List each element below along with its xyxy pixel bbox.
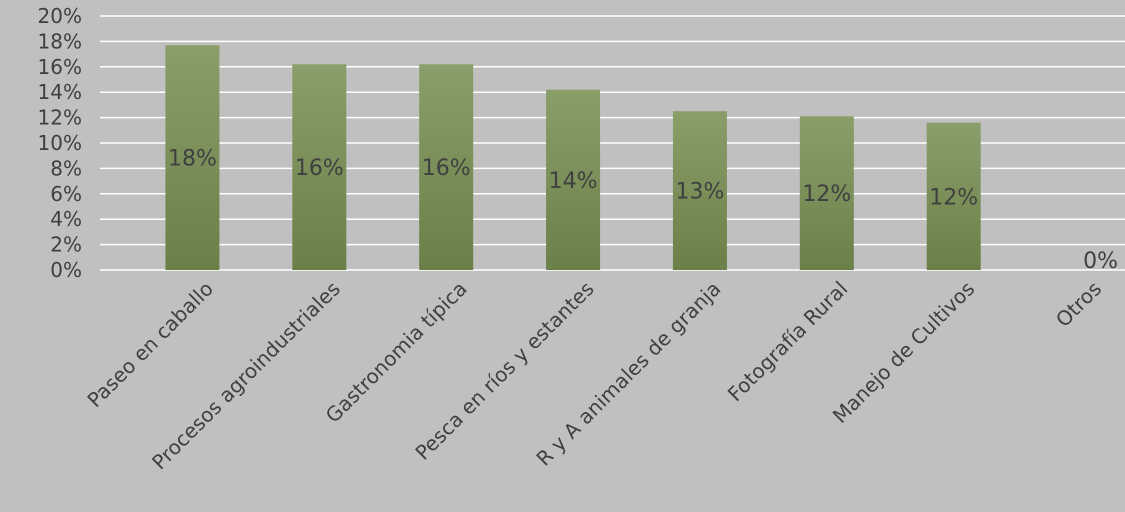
y-tick-label: 10% bbox=[38, 131, 82, 155]
category-label-3: Gastronomia típica bbox=[321, 277, 472, 428]
bar-7 bbox=[926, 122, 981, 271]
y-tick-label: 4% bbox=[50, 207, 82, 231]
data-label-3: 16% bbox=[422, 156, 471, 181]
data-label-5: 13% bbox=[675, 180, 724, 205]
y-tick-label: 20% bbox=[38, 4, 82, 28]
y-tick-label: 18% bbox=[38, 29, 82, 53]
category-label-8: Otros bbox=[1051, 277, 1106, 332]
y-tick-label: 2% bbox=[50, 233, 82, 257]
data-labels: 18% 16% 16% 14% 13% 12% 12% 0% bbox=[168, 147, 1118, 274]
data-label-7: 12% bbox=[929, 185, 978, 210]
y-tick-label: 0% bbox=[50, 258, 82, 282]
bar-5 bbox=[672, 111, 727, 270]
data-label-8: 0% bbox=[1083, 249, 1118, 274]
category-label-6: Fotografía Rural bbox=[723, 277, 853, 407]
data-label-1: 18% bbox=[168, 147, 217, 172]
data-label-2: 16% bbox=[295, 156, 344, 181]
bars bbox=[165, 45, 981, 271]
y-tick-label: 12% bbox=[38, 106, 82, 130]
y-tick-label: 6% bbox=[50, 182, 82, 206]
bar-1 bbox=[165, 45, 220, 271]
y-tick-label: 14% bbox=[38, 80, 82, 104]
bar-4 bbox=[546, 89, 601, 270]
y-tick-label: 8% bbox=[50, 156, 82, 180]
data-label-6: 12% bbox=[802, 182, 851, 207]
y-axis-ticks: 0%2%4%6%8%10%12%14%16%18%20% bbox=[38, 4, 82, 282]
bar-3 bbox=[419, 64, 474, 270]
gridlines bbox=[100, 15, 1125, 271]
category-label-1: Paseo en caballo bbox=[82, 277, 218, 413]
category-label-7: Manejo de Cultivos bbox=[828, 277, 979, 428]
bar-2 bbox=[292, 64, 347, 270]
data-label-4: 14% bbox=[549, 169, 598, 194]
bar-6 bbox=[799, 116, 854, 270]
y-tick-label: 16% bbox=[38, 55, 82, 79]
